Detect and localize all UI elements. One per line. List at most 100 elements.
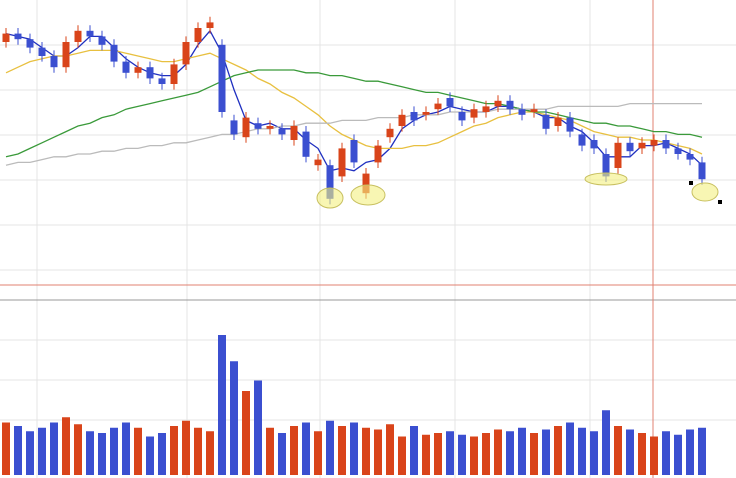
candle-body [374, 145, 382, 163]
candle-body [218, 44, 226, 112]
highlight [316, 187, 344, 209]
volume-bar [134, 427, 142, 475]
candle-body [230, 120, 238, 135]
moving-average [5, 29, 703, 172]
candle-body [50, 56, 58, 68]
candle-body [86, 30, 94, 37]
candle-body [110, 44, 118, 62]
volume-bar [86, 431, 94, 475]
moving-average [5, 69, 703, 158]
volume-bar [314, 431, 322, 475]
volume-bar [434, 433, 442, 475]
candle-body [182, 42, 190, 65]
candle-body [446, 98, 454, 107]
candle-body [602, 154, 610, 177]
candle-body [338, 148, 346, 177]
marker [718, 200, 722, 204]
moving-average [5, 102, 702, 166]
candle-body [494, 100, 502, 107]
candle-body [530, 109, 538, 112]
volume-bar [290, 426, 298, 475]
volume-bar [38, 427, 46, 475]
candle-body [674, 148, 682, 154]
volume-bar [62, 417, 70, 475]
volume-bar [554, 426, 562, 475]
candle-body [302, 131, 310, 157]
volume-bar [302, 422, 310, 475]
volume-bar [638, 433, 646, 475]
candle-body [506, 100, 514, 110]
highlight [691, 182, 719, 202]
candle-body [194, 28, 202, 42]
volume-bar [470, 436, 478, 475]
volume-bar [506, 431, 514, 475]
volume-bar [542, 429, 550, 475]
candle-body [566, 117, 574, 132]
volume-bar [482, 433, 490, 475]
candle-body [458, 112, 466, 121]
candle-body [98, 36, 106, 45]
volume-bar [110, 427, 118, 475]
volume-bar [14, 426, 22, 475]
candle-body [134, 67, 142, 73]
volume-bar [446, 431, 454, 475]
candle-body [650, 140, 658, 146]
volume-bar [146, 436, 154, 475]
volume-bar [2, 422, 10, 475]
candle-body [278, 128, 286, 135]
volume-bar [494, 429, 502, 475]
volume-bar [182, 420, 190, 475]
candle-body [410, 112, 418, 121]
candle-body [422, 112, 430, 115]
candle-body [362, 173, 370, 194]
candle-body [158, 78, 166, 84]
candle-body [326, 165, 334, 199]
candle-body [350, 140, 358, 163]
volume-bar [578, 427, 586, 475]
volume-bar [98, 433, 106, 475]
volume-bar [278, 433, 286, 475]
highlights [316, 172, 722, 209]
volume-bar [698, 427, 706, 475]
volume-bar [218, 335, 226, 475]
candle-body [686, 154, 694, 160]
candle-body [122, 61, 130, 73]
candle-body [254, 123, 262, 129]
volume-bar [398, 436, 406, 475]
volume-bar [662, 431, 670, 475]
volume-bar [590, 431, 598, 475]
candle-body [614, 142, 622, 168]
highlight [584, 172, 628, 186]
candle-body [578, 134, 586, 146]
candle-body [542, 114, 550, 129]
volume-bar [674, 434, 682, 475]
volume-bar [410, 426, 418, 475]
candle-body [398, 114, 406, 126]
candle-body [242, 117, 250, 138]
candle-body [626, 142, 634, 152]
volume-bar [626, 429, 634, 475]
candle-body [14, 33, 22, 40]
volume-bar [170, 426, 178, 475]
volume-bar [26, 431, 34, 475]
candle-body [314, 159, 322, 166]
volume-bar [74, 424, 82, 475]
candle-body [518, 109, 526, 115]
volume-bar [50, 422, 58, 475]
volume-bar [614, 426, 622, 475]
volume-bar [206, 431, 214, 475]
volume-bar [602, 410, 610, 475]
volume-bar [530, 433, 538, 475]
volume-bar [518, 427, 526, 475]
candle-body [698, 162, 706, 180]
candle-body [662, 140, 670, 149]
volume-bar [362, 427, 370, 475]
candle-body [470, 109, 478, 118]
volume-bar [326, 420, 334, 475]
candle-body [266, 126, 274, 129]
volume-bar [566, 422, 574, 475]
candle-body [590, 140, 598, 149]
